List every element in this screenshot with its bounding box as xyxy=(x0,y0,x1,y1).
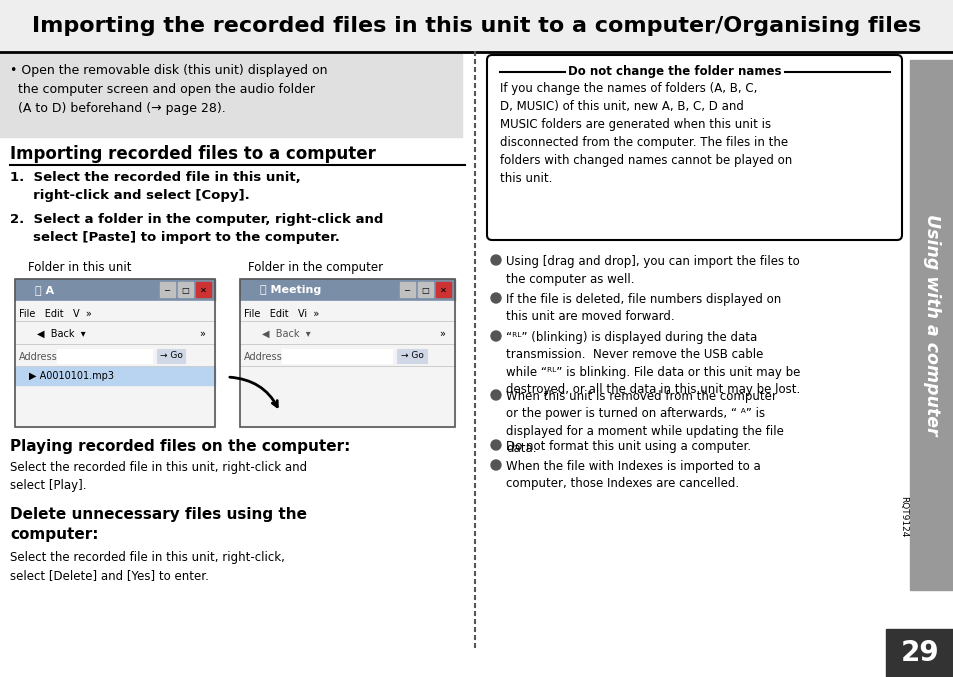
Bar xyxy=(909,60,953,590)
Text: Importing the recorded files in this unit to a computer/Organising files: Importing the recorded files in this uni… xyxy=(32,16,921,36)
Bar xyxy=(417,282,433,297)
Circle shape xyxy=(491,293,500,303)
Text: If you change the names of folders (A, B, C,
D, MUSIC) of this unit, new A, B, C: If you change the names of folders (A, B… xyxy=(499,82,791,185)
Bar xyxy=(15,279,214,301)
Circle shape xyxy=(491,331,500,341)
Bar xyxy=(15,279,214,427)
Text: File   Edit   Vi  »: File Edit Vi » xyxy=(244,309,319,319)
Text: RQT9124: RQT9124 xyxy=(899,496,907,538)
FancyBboxPatch shape xyxy=(486,55,901,240)
Text: When the file with Indexes is imported to a
computer, those Indexes are cancelle: When the file with Indexes is imported t… xyxy=(505,460,760,491)
Text: ✕: ✕ xyxy=(439,286,446,294)
Text: If the file is deleted, file numbers displayed on
this unit are moved forward.: If the file is deleted, file numbers dis… xyxy=(505,293,781,324)
Text: ◀  Back  ▾: ◀ Back ▾ xyxy=(262,329,311,339)
Bar xyxy=(399,282,415,297)
Text: »: » xyxy=(199,329,205,339)
Text: 29: 29 xyxy=(900,639,939,667)
Circle shape xyxy=(491,390,500,400)
Bar xyxy=(157,349,185,363)
Text: 2.  Select a folder in the computer, right-click and
     select [Paste] to impo: 2. Select a folder in the computer, righ… xyxy=(10,213,383,244)
Bar xyxy=(240,279,455,301)
Text: Select the recorded file in this unit, right-click and
select [Play].: Select the recorded file in this unit, r… xyxy=(10,461,307,492)
Bar xyxy=(0,52,461,137)
Text: • Open the removable disk (this unit) displayed on
  the computer screen and ope: • Open the removable disk (this unit) di… xyxy=(10,64,327,115)
Text: Folder in this unit: Folder in this unit xyxy=(28,261,132,274)
Bar xyxy=(0,0,953,52)
Text: 📁 A: 📁 A xyxy=(35,285,54,295)
Bar xyxy=(885,629,953,677)
Text: → Go: → Go xyxy=(159,351,182,360)
Text: ─: ─ xyxy=(164,286,170,294)
Text: Address: Address xyxy=(244,352,282,362)
Bar xyxy=(178,282,193,297)
Text: 1.  Select the recorded file in this unit,
     right-click and select [Copy].: 1. Select the recorded file in this unit… xyxy=(10,171,300,202)
Text: → Go: → Go xyxy=(400,351,423,360)
Bar xyxy=(15,367,214,385)
Text: □: □ xyxy=(181,286,189,294)
Text: ◀  Back  ▾: ◀ Back ▾ xyxy=(37,329,86,339)
Bar xyxy=(240,279,455,427)
Text: Using [drag and drop], you can import the files to
the computer as well.: Using [drag and drop], you can import th… xyxy=(505,255,799,286)
Text: 📂 Meeting: 📂 Meeting xyxy=(260,285,321,295)
Circle shape xyxy=(491,460,500,470)
Circle shape xyxy=(491,440,500,450)
Text: Address: Address xyxy=(19,352,58,362)
Text: Using with a computer: Using with a computer xyxy=(923,214,940,436)
Bar xyxy=(240,301,455,427)
Bar xyxy=(160,282,174,297)
Text: Select the recorded file in this unit, right-click,
select [Delete] and [Yes] to: Select the recorded file in this unit, r… xyxy=(10,551,285,582)
Text: ─: ─ xyxy=(404,286,409,294)
Bar xyxy=(282,349,392,363)
Bar xyxy=(195,282,211,297)
Text: Delete unnecessary files using the
computer:: Delete unnecessary files using the compu… xyxy=(10,507,307,542)
Circle shape xyxy=(491,255,500,265)
Bar xyxy=(436,282,451,297)
Text: Playing recorded files on the computer:: Playing recorded files on the computer: xyxy=(10,439,350,454)
Bar xyxy=(57,349,152,363)
Text: File   Edit   V  »: File Edit V » xyxy=(19,309,91,319)
Text: Do not change the folder names: Do not change the folder names xyxy=(568,66,781,79)
Text: When this unit is removed from the computer
or the power is turned on afterwards: When this unit is removed from the compu… xyxy=(505,390,783,456)
Text: ▶ A0010101.mp3: ▶ A0010101.mp3 xyxy=(29,371,113,381)
Text: Importing recorded files to a computer: Importing recorded files to a computer xyxy=(10,145,375,163)
Text: “ᴿᴸ” (blinking) is displayed during the data
transmission.  Never remove the USB: “ᴿᴸ” (blinking) is displayed during the … xyxy=(505,331,800,397)
Bar xyxy=(15,301,214,427)
Bar xyxy=(396,349,427,363)
Text: »: » xyxy=(438,329,444,339)
Text: Folder in the computer: Folder in the computer xyxy=(248,261,383,274)
Text: Do not format this unit using a computer.: Do not format this unit using a computer… xyxy=(505,440,750,453)
Text: ✕: ✕ xyxy=(199,286,206,294)
Text: □: □ xyxy=(420,286,429,294)
